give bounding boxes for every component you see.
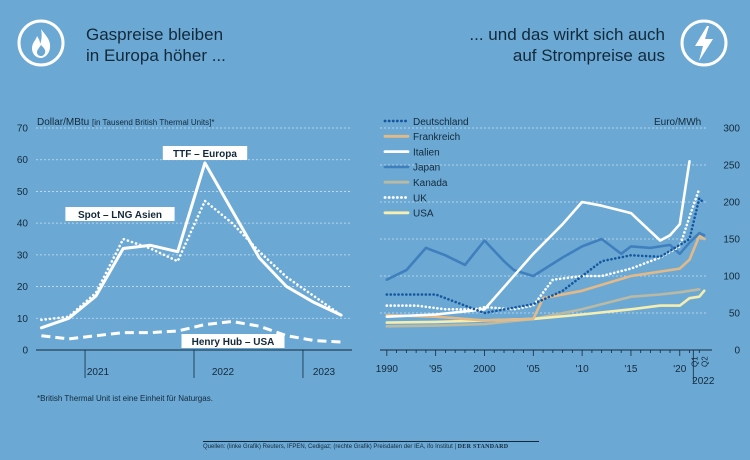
right-legend-label: Frankreich xyxy=(413,132,460,143)
right-x-tick-label: '95 xyxy=(429,364,442,375)
right-legend-label: Kanada xyxy=(413,178,448,189)
right-quarter-label: Q1 xyxy=(690,356,699,367)
source-rule xyxy=(203,441,539,442)
left-y-axis-label: Dollar/MBtu [in Tausend British Thermal … xyxy=(37,117,215,128)
right-y-tick-label: 50 xyxy=(729,309,741,320)
right-series-line-1 xyxy=(385,234,706,322)
left-x-tick-label: 2022 xyxy=(212,367,235,378)
left-y-tick-label: 50 xyxy=(17,187,29,198)
right-legend-label: Deutschland xyxy=(413,117,469,128)
right-quarter-label: Q2 xyxy=(700,356,709,367)
left-series-label: Spot – LNG Asien xyxy=(78,210,162,221)
right-x-tick-label: 1990 xyxy=(376,364,399,375)
right-series-line-3 xyxy=(385,231,706,281)
right-y-tick-label: 100 xyxy=(723,272,740,283)
right-legend-label: Japan xyxy=(413,163,440,174)
right-series-line-5 xyxy=(385,187,701,311)
right-y-tick-label: 150 xyxy=(723,235,740,246)
right-y-tick-label: 0 xyxy=(734,346,740,357)
left-y-tick-label: 0 xyxy=(22,346,28,357)
left-chart-title: Gaspreise bleiben in Europa höher ... xyxy=(86,25,226,65)
right-series-line-4 xyxy=(385,288,701,328)
right-legend-label: UK xyxy=(413,193,427,204)
right-x-tick-label: '05 xyxy=(527,364,540,375)
right-y-axis-label: Euro/MWh xyxy=(654,117,702,128)
left-y-tick-label: 20 xyxy=(17,282,29,293)
source-text: Quellen: (linke Grafik) Reuters, IFPEN, … xyxy=(203,444,453,450)
right-chart-title: ... und das wirkt sich auch auf Strompre… xyxy=(469,25,665,65)
brand-logo: DER STANDARD xyxy=(457,444,509,450)
right-x-tick-label: '10 xyxy=(576,364,589,375)
footnote: *British Thermal Unit ist eine Einheit f… xyxy=(37,394,213,403)
left-series-line-2 xyxy=(41,320,342,344)
left-series-label: TTF – Europa xyxy=(173,149,237,160)
left-x-tick-label: 2023 xyxy=(313,367,336,378)
right-series-line-0 xyxy=(385,197,706,315)
right-legend-label: USA xyxy=(413,209,434,220)
right-x-tick-label: 2000 xyxy=(473,364,496,375)
left-y-tick-label: 60 xyxy=(17,155,29,166)
right-y-tick-label: 200 xyxy=(723,198,740,209)
left-series-label: Henry Hub – USA xyxy=(192,337,275,348)
right-x-tick-label: '15 xyxy=(624,364,637,375)
separator: | xyxy=(454,444,456,450)
left-series-line-0 xyxy=(39,161,343,330)
right-legend-label: Italien xyxy=(413,147,440,158)
left-y-tick-label: 70 xyxy=(17,124,29,135)
lightning-icon xyxy=(680,19,728,67)
left-series-label-box xyxy=(181,334,285,348)
right-quarter-year: 2022 xyxy=(692,376,715,387)
source-line: Quellen: (linke Grafik) Reuters, IFPEN, … xyxy=(203,444,508,450)
left-series-label-box xyxy=(65,207,175,221)
flame-icon xyxy=(17,19,65,67)
left-x-tick-label: 2021 xyxy=(87,367,110,378)
left-series-label-box xyxy=(162,146,248,160)
left-series-line-1 xyxy=(40,199,343,322)
right-y-tick-label: 300 xyxy=(723,124,740,135)
right-y-tick-label: 250 xyxy=(723,161,740,172)
right-series-line-6 xyxy=(385,289,706,324)
right-x-tick-label: '20 xyxy=(673,364,686,375)
left-y-tick-label: 40 xyxy=(17,219,29,230)
left-y-tick-label: 30 xyxy=(17,250,29,261)
left-y-tick-label: 10 xyxy=(17,314,29,325)
